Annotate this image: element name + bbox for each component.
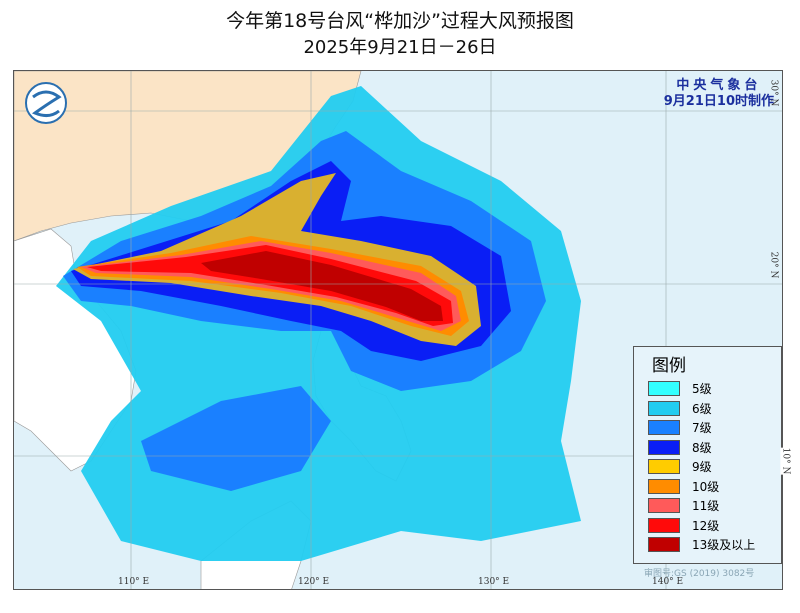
legend-swatch — [648, 420, 680, 436]
agency-stamp: 中央气象台 9月21日10时制作 — [664, 78, 774, 110]
legend-label: 13级及以上 — [692, 538, 756, 553]
wind-zones — [56, 86, 581, 561]
legend-item: 8级 — [648, 438, 781, 458]
map-approval-number: 审图号:GS (2019) 3082号 — [644, 569, 755, 579]
map-subtitle: 2025年9月21日－26日 — [303, 37, 497, 58]
legend-item: 7级 — [648, 418, 781, 438]
legend-item: 13级及以上 — [648, 535, 781, 555]
legend-swatch — [648, 537, 680, 553]
legend-item: 11级 — [648, 496, 781, 516]
legend-item: 10级 — [648, 477, 781, 497]
lat-label: 10° N — [780, 447, 791, 475]
zone-12 — [87, 245, 453, 326]
lon-label: 130° E — [478, 577, 510, 587]
legend-swatch — [648, 439, 680, 455]
legend-title: 图例 — [652, 356, 686, 376]
legend-label: 10级 — [692, 479, 720, 494]
legend-label: 8级 — [692, 440, 712, 455]
legend-item: 5级 — [648, 379, 781, 399]
agency-name: 中央气象台 — [676, 78, 762, 93]
lon-label: 110° E — [118, 577, 150, 587]
zone-7b — [141, 386, 331, 491]
map-title: 今年第18号台风“桦加沙”过程大风预报图 — [226, 10, 574, 32]
legend-label: 6级 — [692, 401, 712, 416]
issue-time: 9月21日10时制作 — [663, 94, 774, 109]
legend-swatch — [648, 400, 680, 416]
legend-item: 9级 — [648, 457, 781, 477]
lat-label: 20° N — [768, 251, 779, 279]
legend-swatch — [648, 459, 680, 475]
legend-label: 9级 — [692, 460, 712, 475]
legend-item: 12级 — [648, 516, 781, 536]
legend: 图例 5级 6级 7级 8级 9级 10级 11级 12级 13级及以上 — [633, 346, 782, 564]
legend-swatch — [648, 517, 680, 533]
legend-item: 6级 — [648, 399, 781, 419]
legend-label: 7级 — [692, 421, 712, 436]
zone-13plus — [201, 251, 443, 321]
lon-label: 140° E — [652, 577, 684, 587]
legend-label: 11级 — [692, 499, 720, 514]
logo — [25, 82, 67, 124]
legend-swatch — [648, 381, 680, 397]
lat-label: 30° N — [768, 79, 779, 107]
lon-label: 120° E — [298, 577, 330, 587]
legend-label: 12级 — [692, 518, 720, 533]
legend-label: 5级 — [692, 382, 712, 397]
legend-swatch — [648, 498, 680, 514]
legend-swatch — [648, 478, 680, 494]
